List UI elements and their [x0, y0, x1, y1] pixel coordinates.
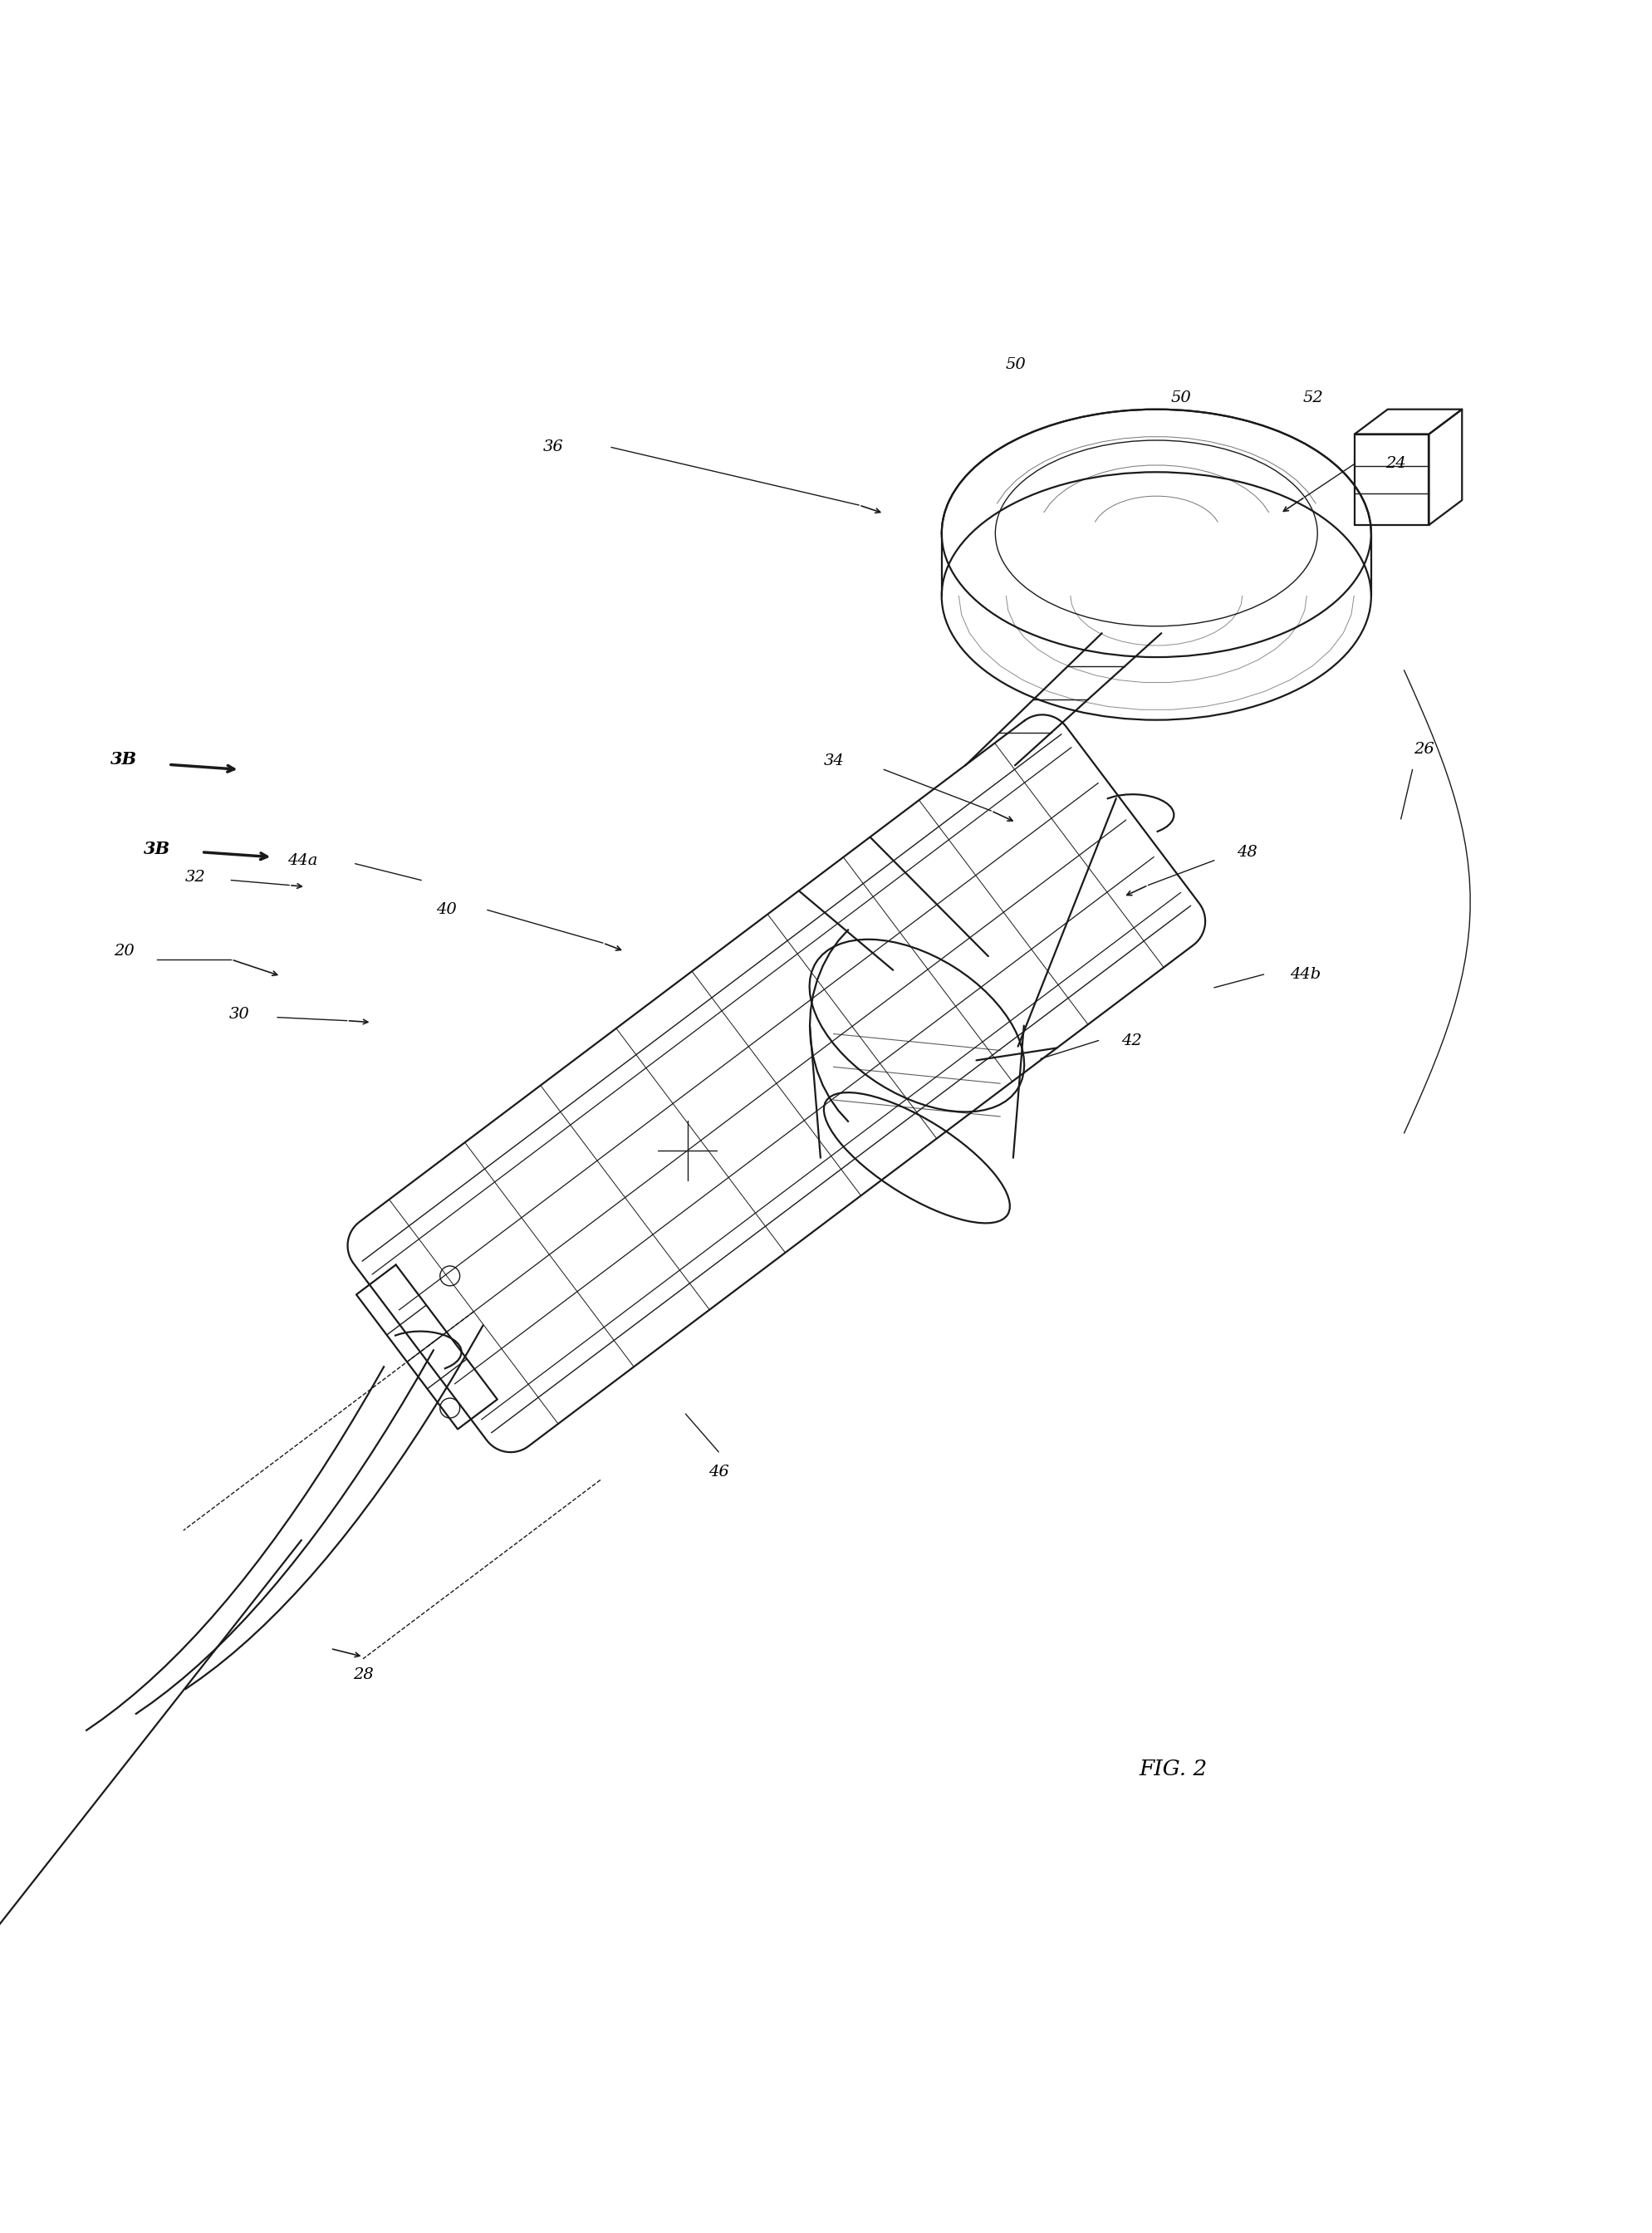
Text: 3B: 3B [144, 840, 170, 857]
Text: 3B: 3B [111, 750, 137, 768]
Text: 26: 26 [1414, 741, 1434, 757]
Text: 48: 48 [1237, 844, 1257, 860]
Text: 44b: 44b [1290, 967, 1320, 983]
Text: 50: 50 [1006, 357, 1026, 373]
Text: FIG. 2: FIG. 2 [1138, 1760, 1208, 1780]
Text: 40: 40 [436, 902, 456, 918]
Text: 50: 50 [1171, 391, 1191, 404]
Text: 36: 36 [544, 440, 563, 456]
Text: 42: 42 [1122, 1034, 1142, 1047]
Text: 34: 34 [824, 755, 844, 768]
Text: 32: 32 [185, 869, 205, 884]
Text: 28: 28 [354, 1668, 373, 1681]
Text: 52: 52 [1303, 391, 1323, 404]
Text: 46: 46 [709, 1465, 729, 1478]
Text: 44a: 44a [287, 853, 317, 869]
Text: 20: 20 [114, 945, 134, 958]
Text: 24: 24 [1386, 456, 1406, 471]
Text: 30: 30 [230, 1007, 249, 1020]
